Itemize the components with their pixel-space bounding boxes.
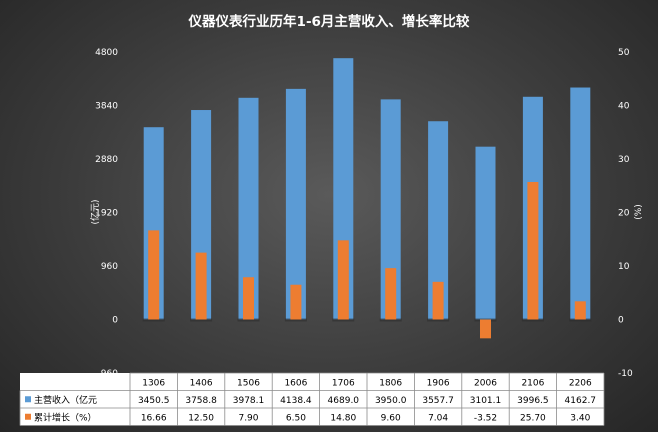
data-label: 16.66 [141,413,167,423]
data-label: 3950.0 [375,396,407,406]
growth-bar [195,252,207,320]
category-label: 1706 [332,378,355,388]
category-label: 2206 [569,378,592,388]
bar-base-shadow [521,318,544,322]
data-label: 3978.1 [233,396,265,406]
growth-bar [432,281,444,320]
data-label: 12.50 [188,413,214,423]
y-left-tick-label: 960 [101,262,118,272]
y-right-tick-label: 40 [618,102,630,112]
data-label: 3101.1 [470,396,502,406]
data-label: 7.04 [428,413,448,423]
revenue-bar [475,146,496,320]
bar-base-shadow [379,318,402,322]
bar-base-shadow [569,318,592,322]
revenue-bar [570,87,591,320]
data-label: 3996.5 [517,396,549,406]
legend-swatch [25,396,31,403]
y-right-tick-label: -10 [618,369,633,379]
data-label: 7.90 [238,413,258,423]
category-label: 1806 [379,378,402,388]
data-label: 3450.5 [138,396,170,406]
bar-base-shadow [237,318,260,322]
revenue-bar [285,88,306,320]
data-label: 3557.7 [422,396,454,406]
growth-bar [148,230,160,320]
data-label: 3758.8 [185,396,217,406]
category-label: 1406 [190,378,213,388]
y-left-axis-title: (亿元) [89,199,101,224]
bar-base-shadow [190,318,213,322]
bar-base-shadow [142,318,165,322]
y-left-ticks: -96009601920288038404800 [95,48,118,379]
table-background [20,373,604,426]
revenue-bar [428,121,449,320]
data-label: 4138.4 [280,396,312,406]
data-label: 9.60 [381,413,401,423]
revenue-bar [380,99,401,320]
bar-base-shadow [332,318,355,322]
revenue-bars [142,58,592,322]
category-label: 1906 [427,378,450,388]
y-right-tick-label: 0 [618,316,624,326]
data-table: 1306 1406 1506 1606 1706 1806 1906 2006 2106 2206… [19,372,605,426]
y-right-ticks: -10 0 10 20 30 40 50 [618,48,633,379]
growth-bar [385,268,397,320]
data-label: -3.52 [474,413,497,423]
y-left-tick-label: 0 [112,316,118,326]
bar-base-shadow [427,318,450,322]
data-label: 3.40 [570,413,590,423]
growth-bar [527,182,539,320]
y-right-axis-title: (%) [634,204,644,220]
y-left-tick-label: 3840 [95,102,118,112]
y-left-tick-label: 1920 [95,209,118,219]
category-label: 2006 [474,378,497,388]
category-label: 2106 [521,378,544,388]
y-left-tick-label: 2880 [95,155,118,165]
growth-bar [480,319,491,339]
growth-bar [337,240,349,320]
legend-entry: 累计增长（%） [34,411,97,423]
category-label: 1506 [237,378,260,388]
category-label: 1606 [284,378,307,388]
legend-swatch [25,413,31,420]
growth-bar [243,277,254,320]
y-right-tick-label: 20 [618,209,630,219]
data-label: 25.70 [520,413,546,423]
category-label: 1306 [142,378,165,388]
bar-base-shadow [284,318,307,322]
y-right-tick-label: 50 [618,48,630,58]
data-label: 4162.7 [565,396,597,406]
legend-entry: 主营收入（亿元 [34,394,97,406]
chart-title: 仪器仪表行业历年1-6月主营收入、增长率比较 [188,13,470,30]
data-label: 14.80 [330,413,356,423]
growth-bar [574,301,586,320]
y-right-tick-label: 10 [618,262,630,272]
data-label: 6.50 [286,413,306,423]
y-right-tick-label: 30 [618,155,630,165]
revenue-bar [238,97,259,320]
y-left-tick-label: 4800 [95,48,118,58]
data-label: 4689.0 [328,396,360,406]
growth-bar [290,284,302,320]
growth-bars [148,182,586,339]
